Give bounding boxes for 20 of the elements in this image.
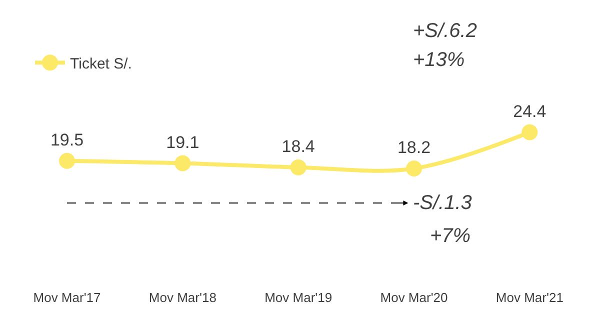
data-label: 18.2 (397, 138, 431, 158)
point (406, 160, 422, 176)
x-tick-label: Mov Mar'20 (380, 290, 448, 305)
data-label: 24.4 (513, 102, 546, 122)
point (59, 152, 76, 169)
x-tick-label: Mov Mar'18 (148, 290, 216, 305)
point (290, 159, 306, 176)
x-tick-label: Mov Mar'17 (33, 290, 101, 305)
x-tick-label: Mov Mar'21 (496, 290, 564, 305)
point (174, 155, 191, 172)
text: -S/.1.3 (413, 192, 472, 214)
text: +S/.6.2 (413, 20, 477, 42)
data-label: 19.5 (50, 130, 84, 150)
data-label: 19.1 (166, 132, 200, 152)
x-tick-label: Mov Mar'19 (264, 290, 332, 305)
text: +7% (430, 225, 471, 247)
data-label: 18.4 (282, 137, 315, 156)
legend-label: Ticket S/. (70, 55, 132, 72)
point (522, 124, 538, 140)
text: +13% (413, 49, 465, 71)
